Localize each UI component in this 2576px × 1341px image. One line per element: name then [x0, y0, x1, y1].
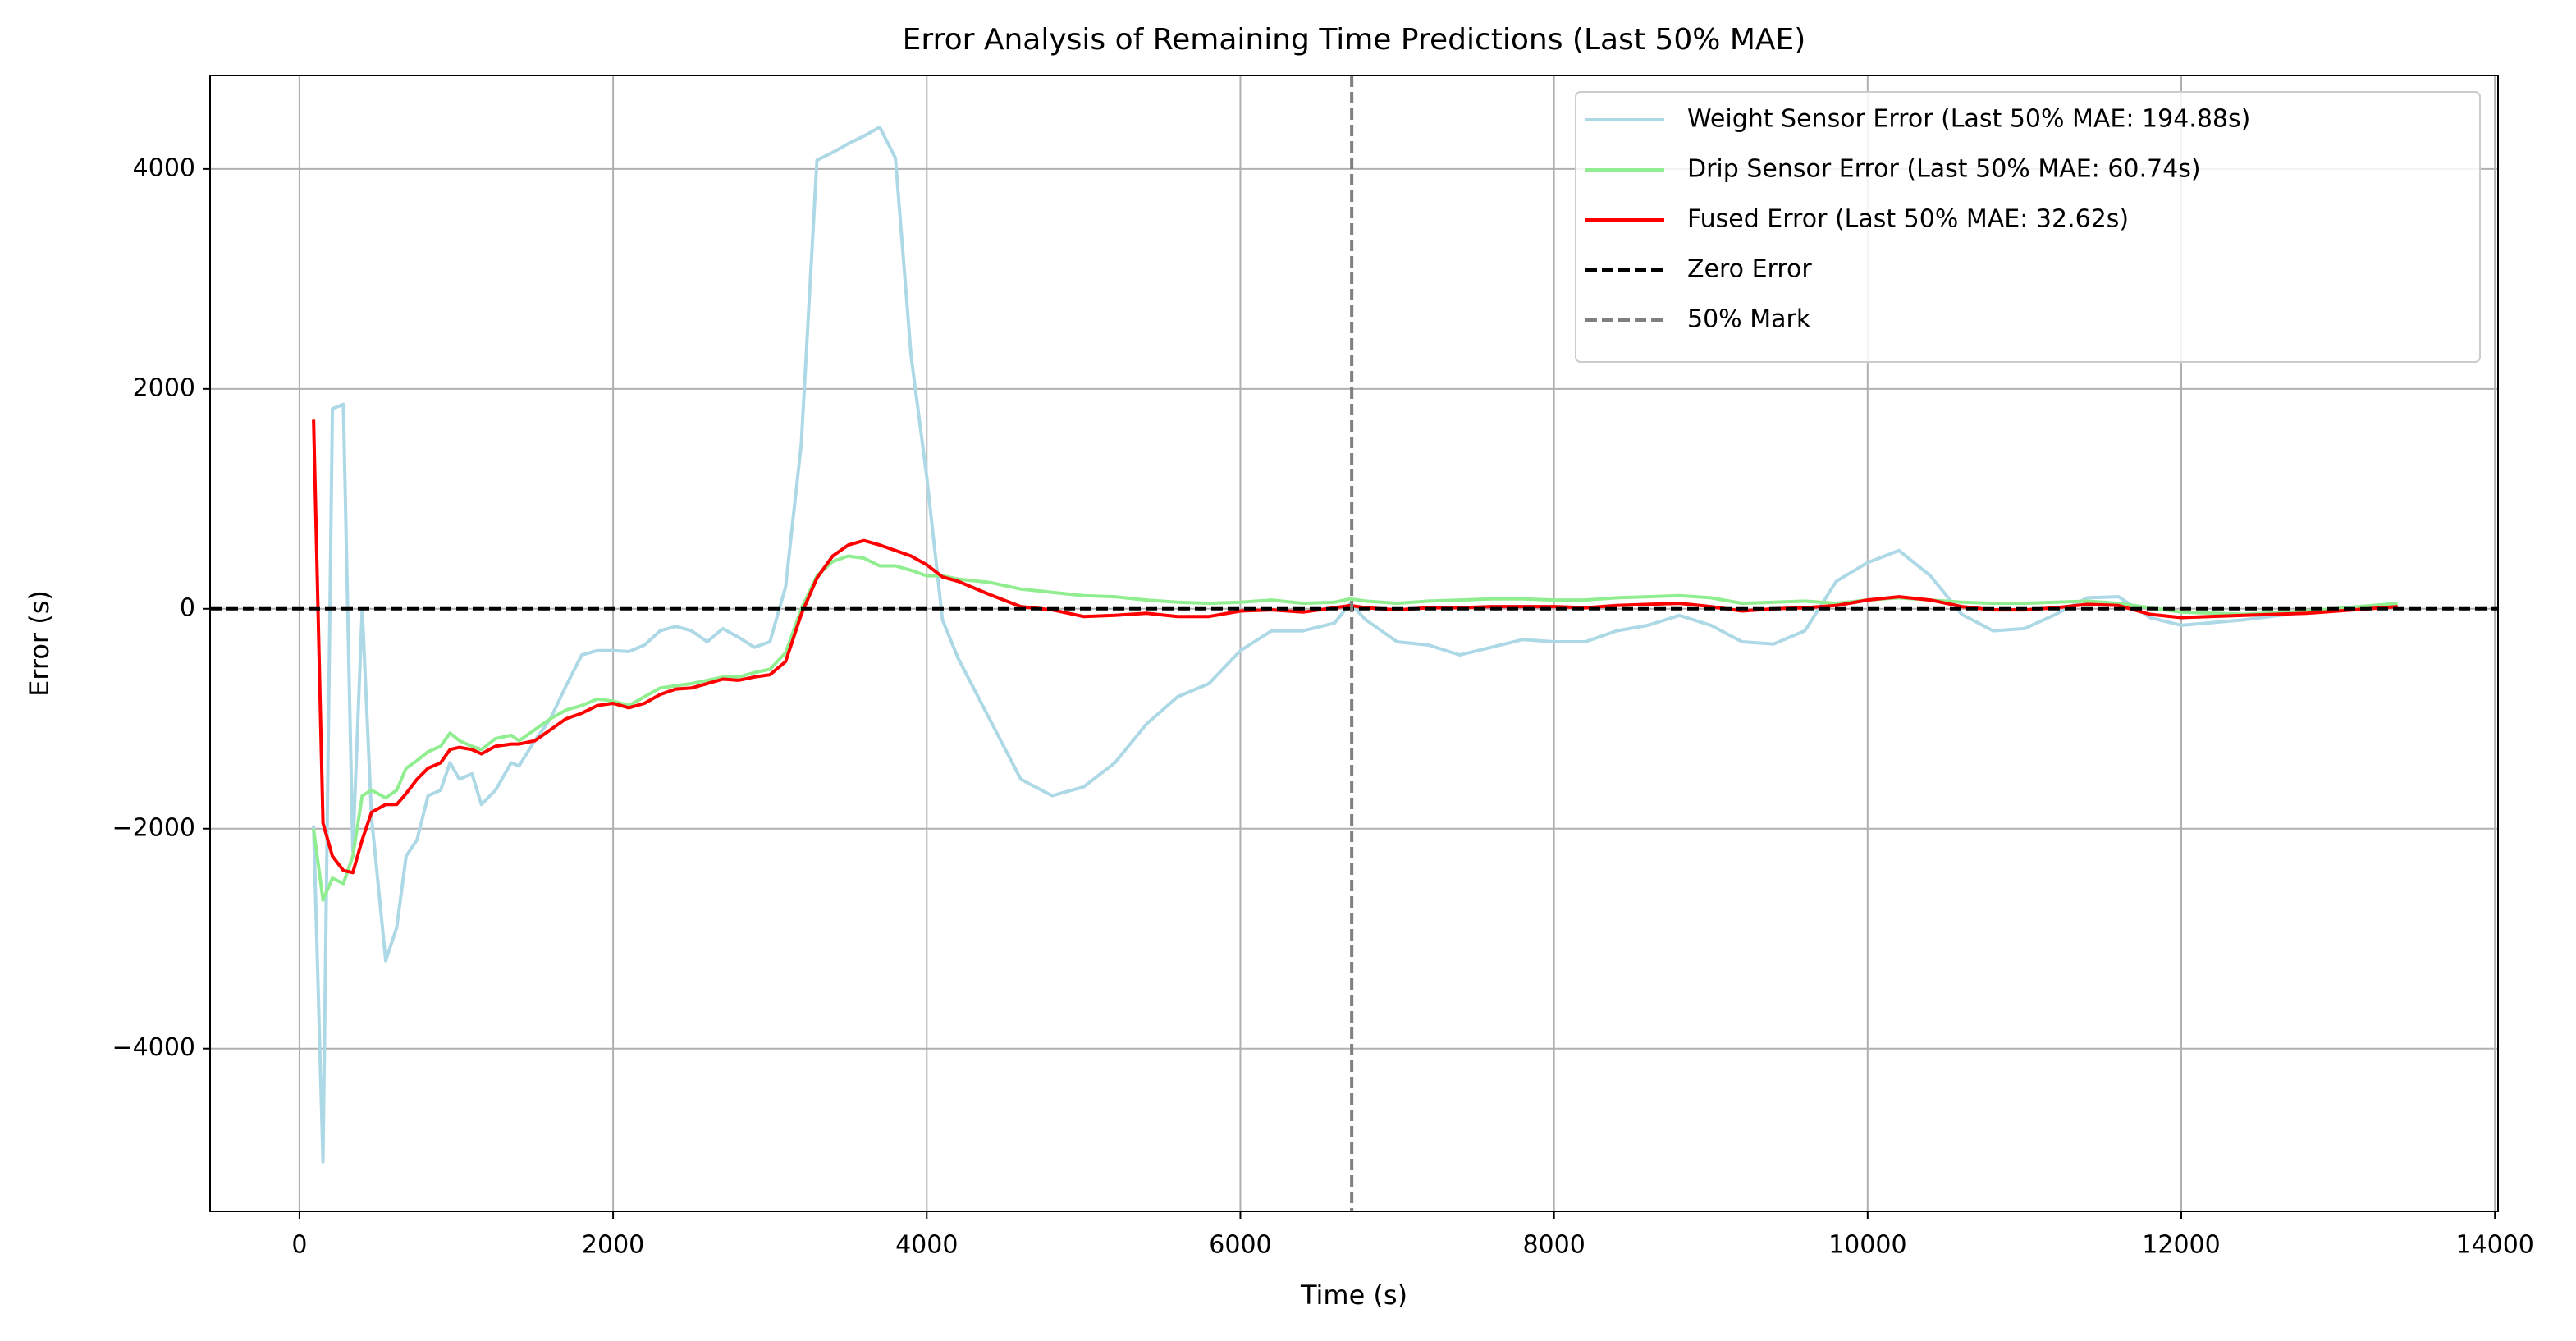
legend-label: Weight Sensor Error (Last 50% MAE: 194.8…: [1687, 105, 2250, 134]
legend-label: 50% Mark: [1687, 305, 1811, 334]
legend: Weight Sensor Error (Last 50% MAE: 194.8…: [1575, 91, 2481, 363]
y-axis-label: Error (s): [24, 590, 55, 697]
legend-label: Fused Error (Last 50% MAE: 32.62s): [1687, 205, 2129, 234]
y-tick-label: −4000: [112, 1033, 195, 1062]
legend-label: Zero Error: [1687, 255, 1812, 284]
x-tick-label: 2000: [582, 1231, 644, 1260]
series-line: [312, 126, 2398, 1164]
x-tick-label: 6000: [1209, 1231, 1271, 1260]
chart-title: Error Analysis of Remaining Time Predict…: [903, 23, 1806, 57]
x-tick-label: 12000: [2142, 1231, 2220, 1260]
x-tick-label: 4000: [895, 1231, 958, 1260]
x-axis-label: Time (s): [1300, 1279, 1407, 1311]
x-tick-label: 0: [291, 1231, 307, 1260]
y-tick-label: −2000: [112, 813, 195, 842]
y-tick-label: 2000: [133, 373, 195, 402]
series-line: [312, 554, 2398, 902]
x-tick-label: 14000: [2455, 1231, 2533, 1260]
x-tick-label: 10000: [1828, 1231, 1906, 1260]
y-tick-label: 0: [180, 593, 195, 622]
legend-box: [1575, 91, 2481, 363]
x-tick-label: 8000: [1522, 1231, 1585, 1260]
y-tick-label: 4000: [133, 153, 195, 182]
plot-frame: [209, 75, 2499, 1212]
legend-label: Drip Sensor Error (Last 50% MAE: 60.74s): [1687, 155, 2201, 184]
